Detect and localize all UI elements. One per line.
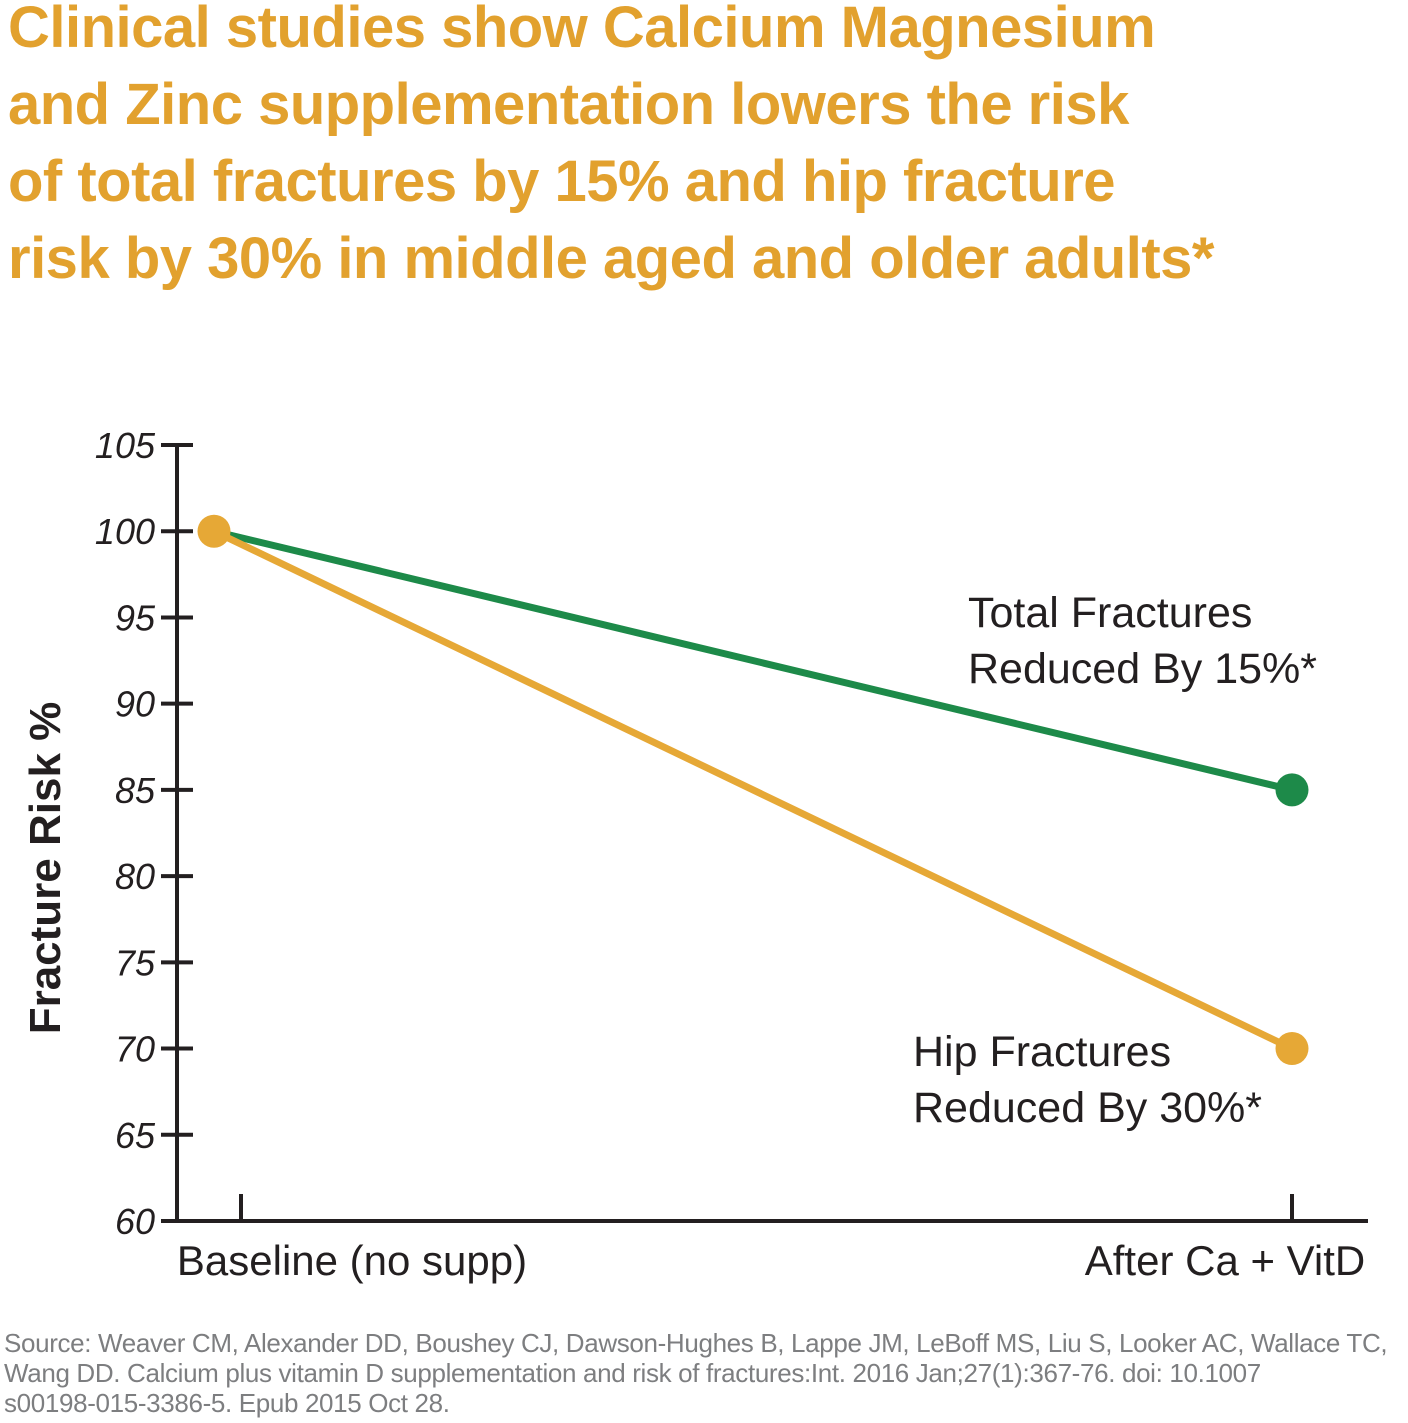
y-tick-label: 105 [95, 425, 156, 466]
y-tick-label: 80 [115, 856, 155, 897]
annotation-total-line-2: Reduced By 15%* [968, 645, 1317, 693]
x-axis-label-after: After Ca + VitD [1084, 1237, 1366, 1284]
y-tick-label: 90 [115, 684, 155, 725]
annotation-total-line-1: Total Fractures [968, 589, 1253, 637]
y-tick-label: 95 [115, 597, 156, 638]
source-line-3: s00198-015-3386-5. Epub 2015 Oct 28. [4, 1388, 450, 1418]
source-line-2: Wang DD. Calcium plus vitamin D suppleme… [4, 1358, 1261, 1388]
y-tick-label: 70 [115, 1029, 155, 1070]
annotation-hip-line-2: Reduced By 30%* [913, 1084, 1262, 1132]
annotation-hip-fractures: Hip Fractures Reduced By 30%* [913, 1024, 1262, 1136]
title-line-4: risk by 30% in middle aged and older adu… [8, 226, 1215, 291]
page-title: Clinical studies show Calcium Magnesium … [8, 0, 1408, 297]
title-line-1: Clinical studies show Calcium Magnesium [8, 0, 1156, 60]
series-line-total-fractures [210, 527, 1296, 794]
title-line-2: and Zinc supplementation lowers the risk [8, 72, 1129, 137]
y-axis-title: Fracture Risk % [21, 701, 70, 1035]
data-point-total-fractures-end [1275, 773, 1309, 807]
annotation-hip-line-1: Hip Fractures [913, 1028, 1172, 1076]
title-line-3: of total fractures by 15% and hip fractu… [8, 149, 1116, 214]
x-axis-label-baseline: Baseline (no supp) [176, 1237, 528, 1284]
y-tick-label: 85 [115, 770, 156, 811]
data-point-baseline [197, 514, 231, 548]
y-tick-label: 60 [115, 1201, 155, 1242]
source-line-1: Source: Weaver CM, Alexander DD, Boushey… [4, 1328, 1388, 1358]
annotation-total-fractures: Total Fractures Reduced By 15%* [968, 585, 1317, 697]
y-tick-label: 75 [115, 942, 156, 983]
y-tick-label: 65 [115, 1115, 156, 1156]
data-point-hip-fractures-end [1275, 1032, 1309, 1066]
source-citation: Source: Weaver CM, Alexander DD, Boushey… [4, 1328, 1408, 1418]
series-line-hip-fractures [210, 527, 1296, 1053]
y-tick-label: 100 [95, 511, 155, 552]
